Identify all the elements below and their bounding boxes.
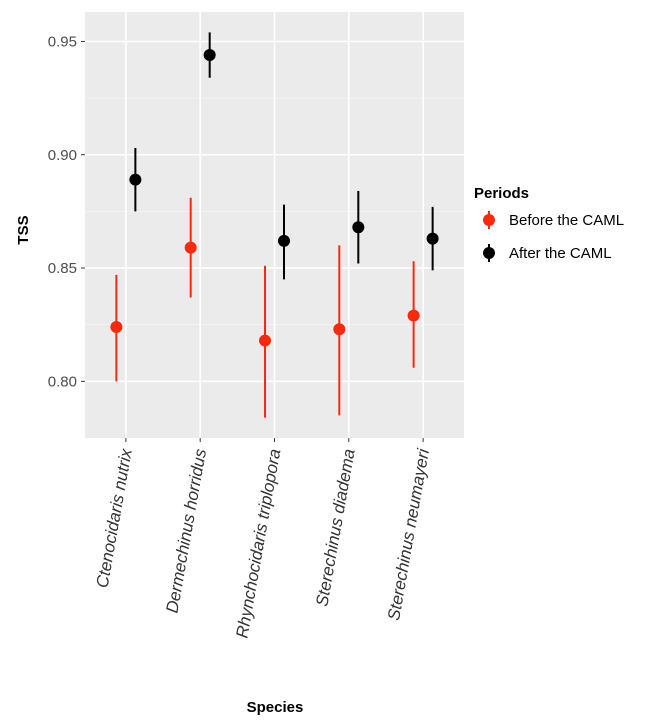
- y-axis-title: TSS: [15, 215, 32, 244]
- legend-items: Before the CAML After the CAML: [483, 211, 624, 262]
- legend-label: Before the CAML: [509, 212, 624, 229]
- data-point: [278, 234, 290, 247]
- data-point: [259, 334, 271, 347]
- data-point: [333, 323, 346, 336]
- legend-key-point: [483, 247, 495, 259]
- data-point: [110, 320, 123, 333]
- x-tick-label: Sterechinus diadema: [312, 447, 358, 608]
- grid: [85, 12, 464, 438]
- data-point: [203, 49, 216, 62]
- legend-title: Periods: [474, 185, 529, 202]
- data-marks: [110, 32, 439, 418]
- x-tick-label: Rhynchocidaris triplopora: [232, 447, 284, 639]
- x-tick-label: Dermechinus horridus: [163, 447, 211, 615]
- data-point: [352, 221, 365, 234]
- y-tick-label: 0.90: [48, 147, 77, 164]
- legend-label: After the CAML: [509, 245, 612, 262]
- y-axis: 0.80 0.85 0.90 0.95: [48, 33, 85, 390]
- x-tick-label: Sterechinus neumayeri: [384, 446, 433, 622]
- data-point: [184, 241, 197, 254]
- x-axis-title: Species: [247, 699, 304, 716]
- x-tick-label: Ctenocidaris nutrix: [93, 447, 136, 589]
- x-axis: Ctenocidaris nutrix Dermechinus horridus R…: [93, 438, 433, 640]
- legend-key-point: [483, 214, 495, 226]
- legend: Periods Before the CAML After the CAML: [474, 185, 624, 262]
- y-tick-label: 0.85: [48, 260, 77, 277]
- y-tick-label: 0.80: [48, 373, 77, 390]
- y-tick-label: 0.95: [48, 33, 77, 50]
- data-point: [407, 309, 420, 322]
- data-point: [426, 232, 439, 245]
- data-point: [129, 173, 142, 186]
